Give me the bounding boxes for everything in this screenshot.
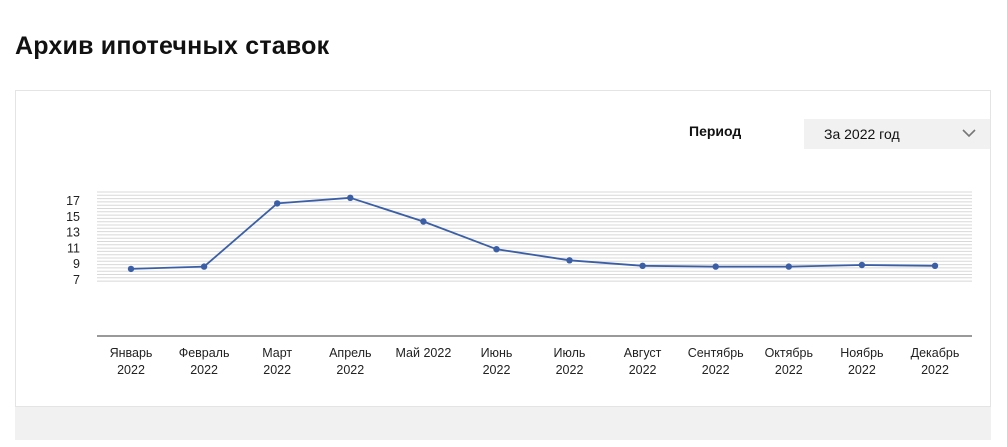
period-select[interactable]: За 2022 год (804, 119, 990, 149)
chart-card-footer (15, 407, 991, 440)
page-title: Архив ипотечных ставок (15, 32, 330, 60)
period-select-value: За 2022 год (824, 126, 900, 142)
period-label: Период (689, 123, 742, 139)
chevron-down-icon[interactable] (962, 128, 976, 138)
